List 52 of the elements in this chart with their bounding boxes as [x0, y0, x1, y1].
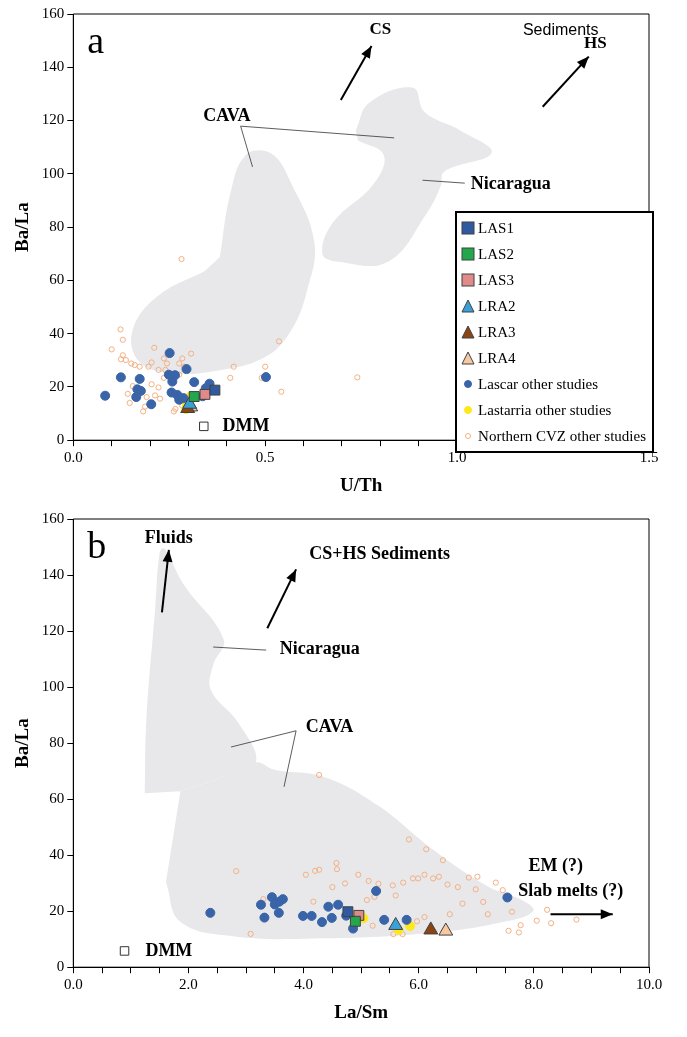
- y-tick-label: 40: [49, 846, 65, 863]
- legend-label: LAS1: [478, 219, 514, 237]
- y-tick-label: 20: [49, 902, 65, 919]
- x-axis-title: U/Th: [340, 473, 383, 495]
- y-tick-label: 0: [56, 431, 65, 448]
- x-axis-title: La/Sm: [334, 1000, 389, 1022]
- y-tick-label: 160: [41, 4, 65, 21]
- legend-label: LRA3: [478, 323, 516, 341]
- annotation: CS: [369, 19, 392, 39]
- legend-label: Lascar other studies: [478, 375, 599, 393]
- x-tick-label: 2.0: [179, 976, 198, 993]
- y-tick-label: 160: [41, 509, 65, 526]
- y-axis-title: Ba/La: [11, 201, 33, 252]
- legend-label: LRA2: [478, 297, 516, 315]
- y-tick-label: 60: [49, 271, 65, 288]
- y-tick-label: 100: [41, 164, 65, 181]
- y-axis-title: Ba/La: [11, 717, 33, 768]
- y-tick-label: 140: [41, 565, 65, 582]
- y-tick-label: 140: [41, 58, 65, 75]
- annotation: EM (?): [528, 855, 583, 877]
- legend-label: LRA4: [478, 349, 516, 367]
- annotation: Nicaragua: [279, 637, 360, 658]
- y-tick-label: 80: [49, 218, 65, 235]
- annotation: DMM: [222, 415, 270, 435]
- legend-label: LAS2: [478, 245, 514, 263]
- legend-label: Northern CVZ other studies: [478, 427, 646, 445]
- x-tick-label: 0.0: [63, 976, 83, 993]
- x-tick-label: 8.0: [524, 976, 544, 993]
- x-tick-label: 0.5: [255, 449, 275, 466]
- y-tick-label: 20: [49, 377, 65, 394]
- y-tick-label: 80: [49, 734, 65, 751]
- y-tick-label: 60: [49, 790, 65, 807]
- annotation: Nicaragua: [470, 173, 551, 194]
- legend-label: LAS3: [478, 271, 514, 289]
- x-tick-label: 4.0: [294, 976, 313, 993]
- chart-title: a: [87, 18, 105, 61]
- x-tick-label: 6.0: [409, 976, 429, 993]
- x-tick-label: 0.0: [63, 449, 83, 466]
- annotation: CAVA: [203, 104, 251, 125]
- y-tick-label: 0: [56, 958, 65, 975]
- annotation: DMM: [145, 939, 193, 960]
- annotation: CAVA: [305, 715, 354, 736]
- y-tick-label: 120: [41, 621, 65, 638]
- annotation: Slab melts (?): [518, 880, 624, 902]
- annotation: Fluids: [144, 527, 193, 548]
- y-tick-label: 40: [49, 324, 65, 341]
- chart-title: b: [87, 523, 107, 566]
- legend-label: Lastarria other studies: [478, 401, 612, 419]
- y-tick-label: 120: [41, 111, 65, 128]
- y-tick-label: 100: [41, 678, 65, 695]
- annotation: CS+HS Sediments: [309, 542, 450, 563]
- x-tick-label: 10.0: [635, 976, 663, 993]
